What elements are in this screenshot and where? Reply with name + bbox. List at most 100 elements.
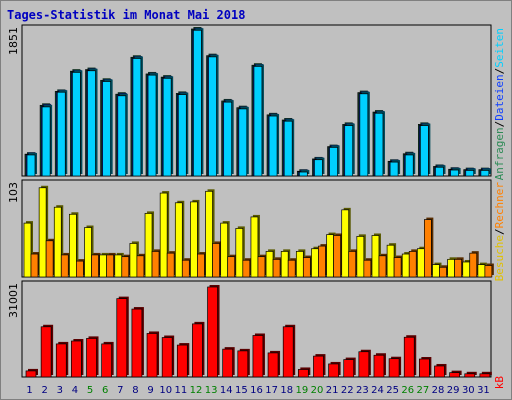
x-tick-day-27: 27 [417, 385, 430, 396]
bar-seiten-day-28 [435, 166, 444, 177]
bar-besuche-day-20 [311, 248, 319, 278]
x-tick-day-22: 22 [341, 385, 354, 396]
chart-title: Tages-Statistik im Monat Mai 2018 [7, 8, 246, 22]
bar-seiten-day-5 [87, 70, 96, 177]
bar-rechner-day-6 [106, 254, 114, 278]
bar-kb-day-18 [282, 326, 294, 378]
side-legend-top: Anfragen/Dateien/Seiten [493, 28, 506, 180]
bar-rechner-day-8 [136, 255, 145, 278]
bar-seiten-day-23 [359, 93, 369, 177]
bar-besuche-day-9 [144, 213, 153, 278]
bar-kb-day-16 [252, 335, 264, 378]
bar-besuche-day-14 [220, 222, 229, 278]
bar-rechner-day-4 [76, 260, 84, 278]
bar-seiten-day-29 [450, 169, 459, 177]
bar-seiten-day-26 [404, 154, 414, 177]
bar-kb-day-31 [479, 373, 491, 378]
bar-rechner-day-14 [227, 256, 236, 278]
x-tick-day-26: 26 [401, 385, 414, 396]
bar-besuche-day-16 [250, 216, 259, 278]
bar-seiten-day-11 [177, 94, 187, 177]
bar-besuche-day-19 [295, 251, 304, 278]
bar-kb-day-11 [176, 344, 188, 378]
y-max-label-bottom: 31001 [7, 283, 20, 318]
side-legend-top-part-1: / [493, 121, 506, 128]
bar-besuche-day-4 [69, 213, 77, 278]
bar-kb-day-29 [449, 372, 460, 378]
x-tick-day-3: 3 [57, 385, 63, 396]
bar-kb-day-8 [131, 308, 143, 378]
bar-besuche-day-22 [341, 209, 350, 278]
x-tick-day-6: 6 [102, 385, 108, 396]
bar-rechner-day-11 [181, 259, 190, 278]
bar-kb-day-10 [161, 337, 173, 378]
bar-besuche-day-29 [447, 258, 455, 278]
side-legend-top-part-0: Anfragen [493, 127, 506, 180]
bar-kb-day-21 [328, 363, 339, 378]
bar-rechner-day-18 [287, 259, 296, 278]
bar-rechner-day-24 [378, 255, 387, 278]
bar-kb-day-6 [101, 343, 112, 378]
side-legend-middle: Besuche/Rechner [493, 182, 506, 282]
bar-seiten-day-10 [162, 77, 172, 177]
bar-besuche-day-11 [174, 202, 183, 278]
side-legend-middle-part-0: Besuche [493, 235, 506, 281]
bar-rechner-day-20 [318, 245, 326, 278]
bar-rechner-day-22 [348, 251, 357, 278]
bar-besuche-day-25 [386, 244, 395, 278]
bar-besuche-day-28 [432, 264, 440, 278]
bar-besuche-day-6 [99, 254, 107, 278]
x-tick-day-14: 14 [220, 385, 233, 396]
x-tick-day-16: 16 [250, 385, 263, 396]
bar-rechner-day-7 [121, 256, 130, 278]
side-legend-bottom: kB [493, 376, 506, 390]
bar-kb-day-30-shadow [466, 371, 477, 375]
bar-seiten-day-18 [283, 120, 293, 177]
bar-kb-day-25 [388, 358, 400, 378]
bar-besuche-day-27 [417, 248, 425, 278]
bar-seiten-day-13 [208, 56, 217, 177]
x-tick-day-8: 8 [132, 385, 138, 396]
x-tick-day-12: 12 [190, 385, 203, 396]
bar-besuche-day-31 [477, 264, 486, 278]
bar-seiten-day-12 [193, 29, 202, 177]
bar-rechner-day-15 [242, 259, 251, 278]
bar-kb-day-24 [373, 354, 385, 378]
bar-besuche-day-15 [235, 228, 244, 278]
bar-rechner-day-17 [272, 258, 281, 278]
side-legend-top-part-3: / [493, 68, 506, 75]
bar-kb-day-2 [40, 326, 52, 378]
x-tick-day-4: 4 [72, 385, 78, 396]
bar-seiten-day-9 [147, 74, 157, 177]
bar-kb-day-12 [192, 323, 203, 378]
x-tick-day-15: 15 [235, 385, 248, 396]
bar-rechner-day-25 [393, 257, 402, 278]
bar-besuche-day-18 [280, 251, 289, 278]
x-tick-day-31: 31 [477, 385, 490, 396]
x-tick-day-2: 2 [42, 385, 48, 396]
x-tick-day-24: 24 [371, 385, 384, 396]
bar-besuche-day-30 [462, 261, 471, 278]
bar-rechner-day-9 [151, 251, 160, 278]
x-tick-day-19: 19 [296, 385, 309, 396]
x-tick-day-30: 30 [462, 385, 475, 396]
bar-kb-day-26 [403, 336, 415, 378]
bar-rechner-day-2 [45, 240, 54, 278]
bar-besuche-day-1 [23, 222, 32, 278]
x-tick-day-11: 11 [174, 385, 187, 396]
bar-seiten-day-2 [41, 106, 51, 177]
bar-rechner-day-13 [212, 243, 220, 278]
bar-besuche-day-24 [371, 235, 380, 278]
bar-rechner-day-3 [60, 254, 69, 278]
x-tick-day-7: 7 [117, 385, 123, 396]
bar-kb-day-15 [237, 350, 249, 378]
bar-besuche-day-5 [84, 227, 92, 278]
bar-besuche-day-23 [356, 236, 365, 278]
bar-besuche-day-17 [265, 251, 274, 278]
bar-rechner-day-19 [302, 257, 311, 278]
bar-seiten-day-7 [117, 95, 127, 177]
bar-rechner-day-27 [424, 219, 432, 278]
bar-seiten-day-6 [102, 81, 111, 177]
bar-rechner-day-16 [257, 256, 266, 278]
